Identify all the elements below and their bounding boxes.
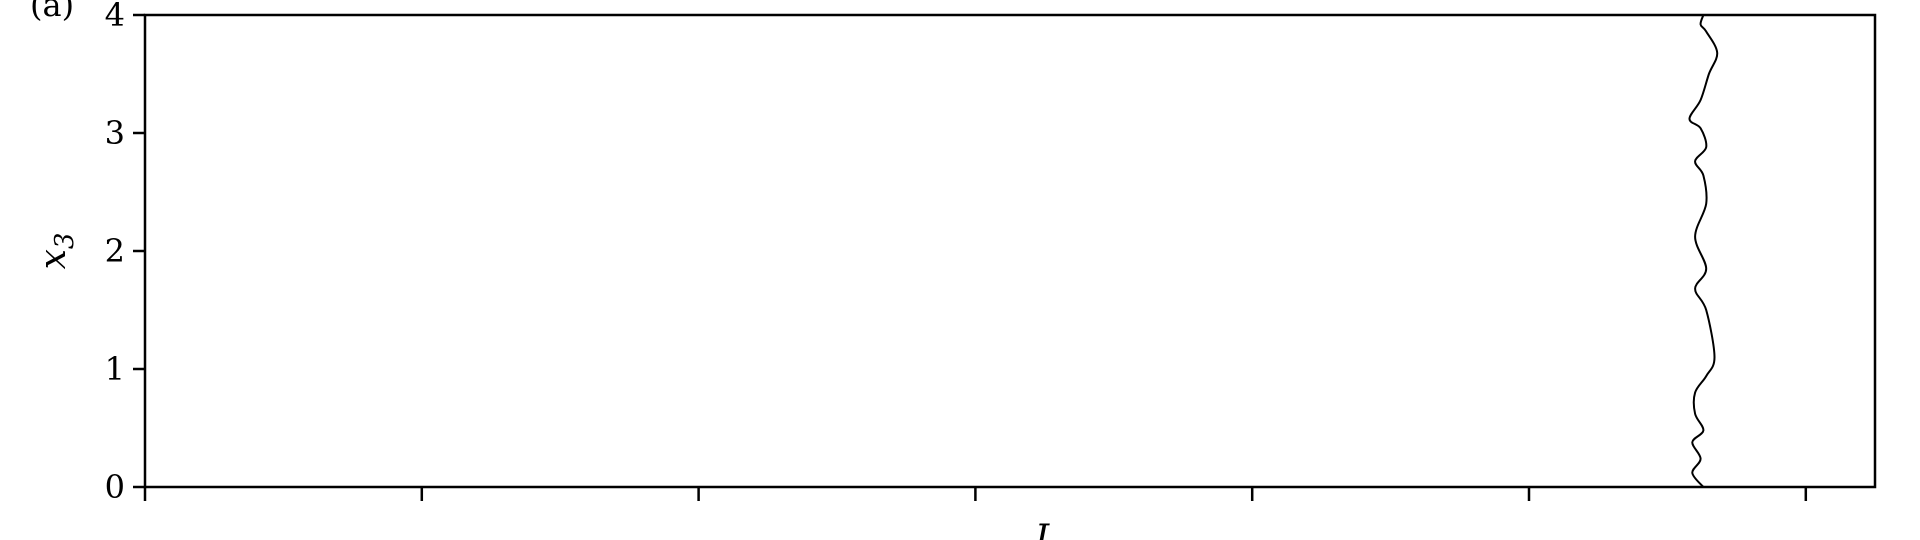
y-tick-label: 0	[105, 468, 125, 506]
y-tick-label: 1	[105, 350, 125, 388]
series-line	[1688, 14, 1719, 488]
x-axis-ticks	[143, 487, 1808, 501]
y-tick-label: 4	[105, 0, 125, 34]
y-tick-label: 3	[105, 114, 125, 152]
y-axis-label: x3	[33, 233, 80, 270]
x-axis-label-partial: L	[1034, 518, 1059, 540]
y-axis-ticks: 0 1 2 3 4	[105, 0, 145, 506]
panel-label: (a)	[30, 0, 74, 24]
y-tick-label: 2	[105, 232, 125, 270]
plot-frame	[143, 13, 1877, 489]
